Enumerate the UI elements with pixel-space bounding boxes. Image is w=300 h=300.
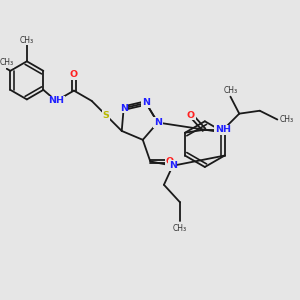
Text: O: O [70,70,78,79]
Text: CH₃: CH₃ [20,36,34,45]
Text: N: N [120,104,128,113]
Text: CH₃: CH₃ [280,115,294,124]
Text: O: O [187,111,195,120]
Text: CH₃: CH₃ [224,86,238,95]
Text: CH₃: CH₃ [173,224,187,233]
Text: NH: NH [48,96,64,105]
Text: N: N [154,118,162,127]
Text: S: S [103,111,110,120]
Text: N: N [142,98,150,107]
Text: O: O [165,157,173,166]
Text: NH: NH [215,125,231,134]
Text: CH₃: CH₃ [0,58,14,67]
Text: N: N [169,161,177,170]
